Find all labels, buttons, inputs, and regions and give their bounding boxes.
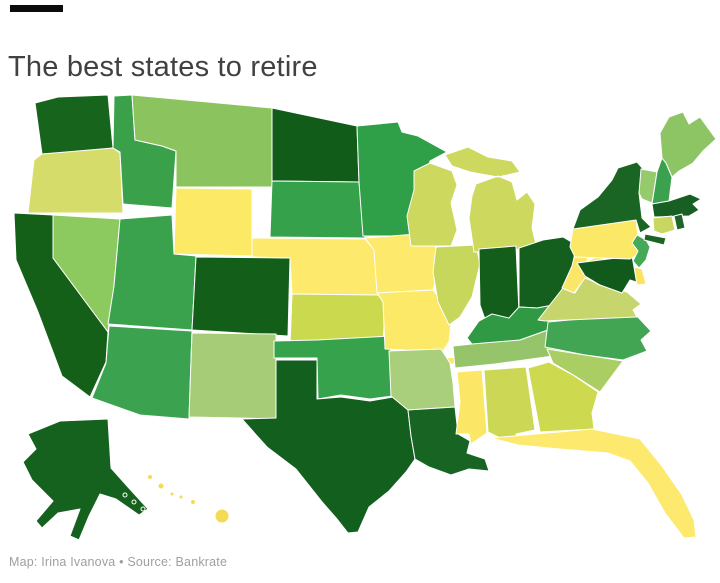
state-hi[interactable]: Hawaii bbox=[147, 474, 230, 524]
state-ct[interactable]: Connecticut bbox=[652, 215, 676, 235]
state-fl[interactable]: Florida bbox=[490, 428, 697, 539]
state-sd[interactable]: South Dakota bbox=[269, 180, 366, 239]
state-ak[interactable]: Alaska bbox=[22, 418, 149, 541]
state-tx[interactable]: Texas bbox=[241, 359, 416, 534]
state-nc[interactable]: North Carolina bbox=[544, 313, 652, 361]
state-in[interactable]: Indiana bbox=[478, 245, 520, 323]
state-ga[interactable]: Georgia bbox=[527, 361, 599, 433]
state-or[interactable]: Oregon bbox=[27, 147, 124, 214]
state-sc[interactable]: South Carolina bbox=[546, 348, 624, 393]
states-layer: Washington Oregon California Idaho Monta… bbox=[13, 94, 717, 541]
state-az[interactable]: Arizona bbox=[91, 325, 193, 420]
state-nd[interactable]: North Dakota bbox=[271, 107, 360, 183]
state-ms[interactable]: Mississippi bbox=[455, 369, 488, 445]
kicker-bar bbox=[10, 5, 63, 12]
state-vt[interactable]: Vermont bbox=[638, 168, 658, 204]
state-ar[interactable]: Arkansas bbox=[388, 348, 456, 411]
state-nj[interactable]: New Jersey bbox=[631, 234, 651, 269]
state-al[interactable]: Alabama bbox=[483, 366, 536, 443]
page-title: The best states to retire bbox=[8, 51, 318, 84]
state-co[interactable]: Colorado bbox=[191, 256, 291, 337]
map-attribution: Map: Irina Ivanova • Source: Bankrate bbox=[9, 555, 228, 569]
state-wi[interactable]: Wisconsin bbox=[406, 162, 458, 247]
state-me[interactable]: Maine bbox=[659, 111, 717, 178]
state-wa[interactable]: Washington bbox=[34, 94, 114, 155]
state-ri[interactable]: Rhode Island bbox=[673, 213, 686, 231]
state-nm[interactable]: New Mexico bbox=[188, 332, 277, 420]
state-ok[interactable]: Oklahoma bbox=[273, 335, 394, 400]
state-wy[interactable]: Wyoming bbox=[173, 187, 253, 257]
state-mi[interactable]: Michigan bbox=[444, 146, 538, 253]
